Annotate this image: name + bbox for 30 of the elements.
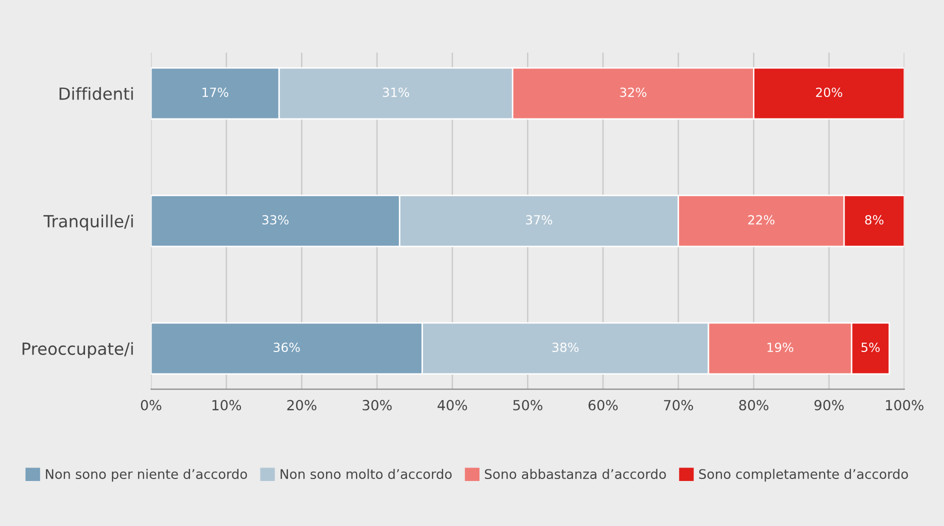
x-tick-label: 90%	[814, 400, 844, 410]
x-tick-label: 80%	[739, 400, 768, 410]
x-tick-label: 0%	[140, 400, 162, 410]
x-tick-label: 30%	[362, 400, 392, 410]
data-label: 31%	[382, 88, 410, 98]
data-label: 37%	[526, 215, 552, 225]
data-label: 20%	[816, 88, 842, 98]
x-tick-label: 100%	[886, 400, 924, 410]
x-tick-label: 50%	[513, 400, 542, 410]
data-label: 8%	[865, 215, 884, 225]
x-tick-label: 60%	[588, 400, 618, 410]
legend-label: Sono abbastanza d’accordo	[484, 468, 666, 480]
legend-label: Non sono molto d’accordo	[280, 468, 452, 480]
y-tick-label: Tranquille/i	[43, 214, 133, 231]
data-label: 38%	[552, 342, 579, 352]
y-tick-label: Diffidenti	[60, 87, 133, 100]
legend-label: Sono completamente d’accordo	[699, 468, 908, 482]
legend-label: Non sono per niente d’accordo	[46, 468, 247, 482]
data-label: 19%	[768, 342, 794, 352]
data-label: 17%	[202, 88, 228, 98]
data-label: 36%	[274, 342, 300, 352]
data-label: 33%	[262, 215, 289, 225]
data-label: 22%	[748, 215, 774, 225]
x-tick-label: 20%	[287, 400, 316, 410]
x-tick-label: 10%	[212, 400, 242, 410]
x-tick-label: 40%	[438, 400, 468, 410]
data-label: 5%	[862, 342, 880, 352]
y-tick-label: Preoccupate/i	[22, 342, 133, 358]
data-label: 32%	[620, 88, 646, 98]
x-tick-label: 70%	[664, 400, 694, 410]
